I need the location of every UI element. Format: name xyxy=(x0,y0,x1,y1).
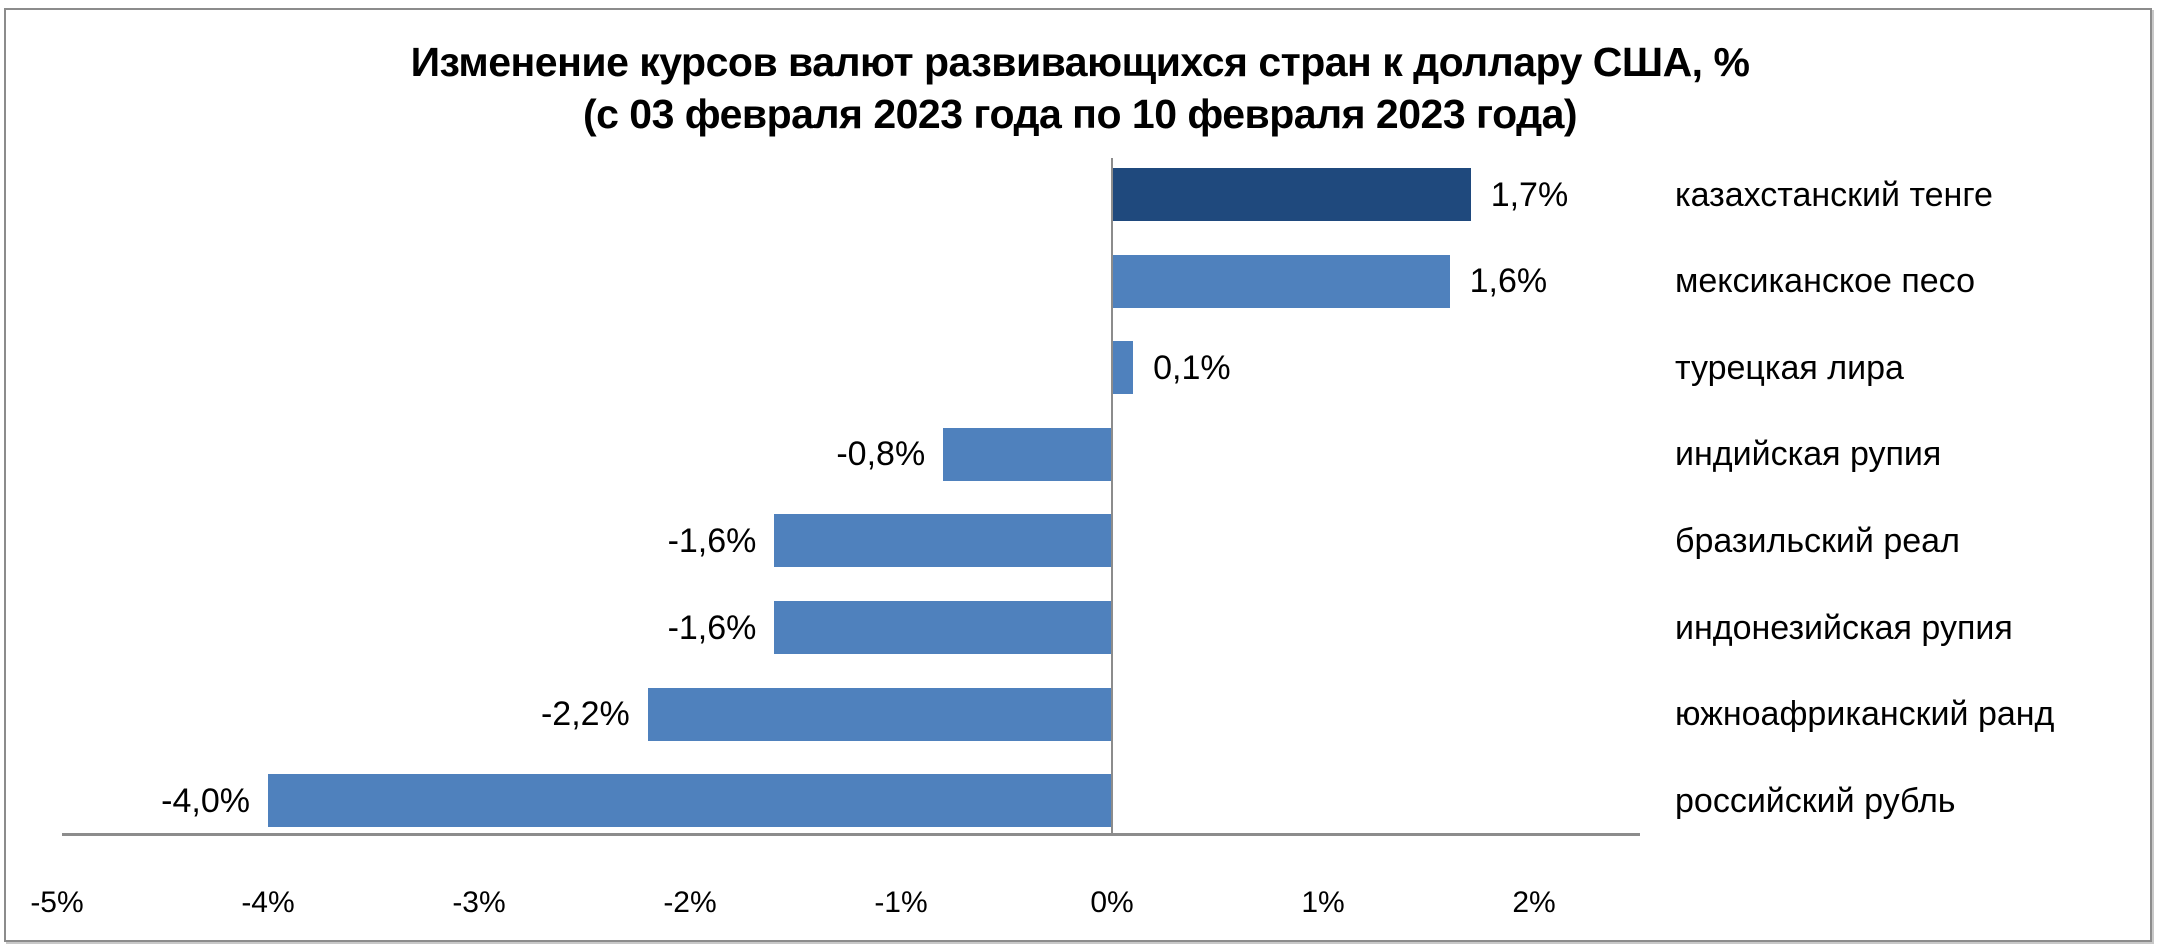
bar xyxy=(1112,168,1471,221)
x-tick-label: -3% xyxy=(452,886,506,919)
bar-value-label: -2,2% xyxy=(540,695,630,734)
category-label: казахстанский тенге xyxy=(1675,175,1993,214)
bar xyxy=(774,514,1112,568)
chart-title-line1: Изменение курсов валют развивающихся стр… xyxy=(410,39,1750,85)
bar xyxy=(268,774,1112,828)
x-tick-label: -2% xyxy=(663,886,717,919)
category-label: бразильский реал xyxy=(1675,521,1960,560)
x-tick-label: -4% xyxy=(241,886,295,919)
zero-axis-line xyxy=(1111,158,1113,836)
x-axis-line xyxy=(62,833,1640,836)
bar xyxy=(943,427,1112,481)
bar xyxy=(1112,341,1134,395)
category-label: индийская рупия xyxy=(1675,435,1942,474)
bar xyxy=(647,687,1112,741)
bar-value-label: -1,6% xyxy=(667,608,757,647)
category-label: индонезийская рупия xyxy=(1675,608,2013,647)
category-label: турецкая лира xyxy=(1675,348,1904,387)
x-tick-label: 2% xyxy=(1512,886,1556,919)
bar-value-label: 1,6% xyxy=(1469,262,1548,301)
bar xyxy=(1112,254,1450,308)
bar-value-label: -0,8% xyxy=(836,435,926,474)
chart-title-line2: (с 03 февраля 2023 года по 10 февраля 20… xyxy=(582,91,1578,137)
chart-title: Изменение курсов валют развивающихся стр… xyxy=(0,36,2160,140)
bar-value-label: -1,6% xyxy=(667,521,757,560)
x-tick-label: -5% xyxy=(30,886,84,919)
bar-value-label: -4,0% xyxy=(161,781,250,820)
x-tick-label: -1% xyxy=(874,886,928,919)
category-label: южноафриканский ранд xyxy=(1675,695,2055,734)
bar-value-label: 0,1% xyxy=(1153,348,1231,387)
x-tick-label: 0% xyxy=(1090,886,1134,919)
bar xyxy=(774,601,1112,654)
category-label: российский рубль xyxy=(1675,781,1956,820)
x-tick-label: 1% xyxy=(1301,886,1345,919)
category-label: мексиканское песо xyxy=(1675,262,1975,301)
bar-value-label: 1,7% xyxy=(1490,175,1569,214)
